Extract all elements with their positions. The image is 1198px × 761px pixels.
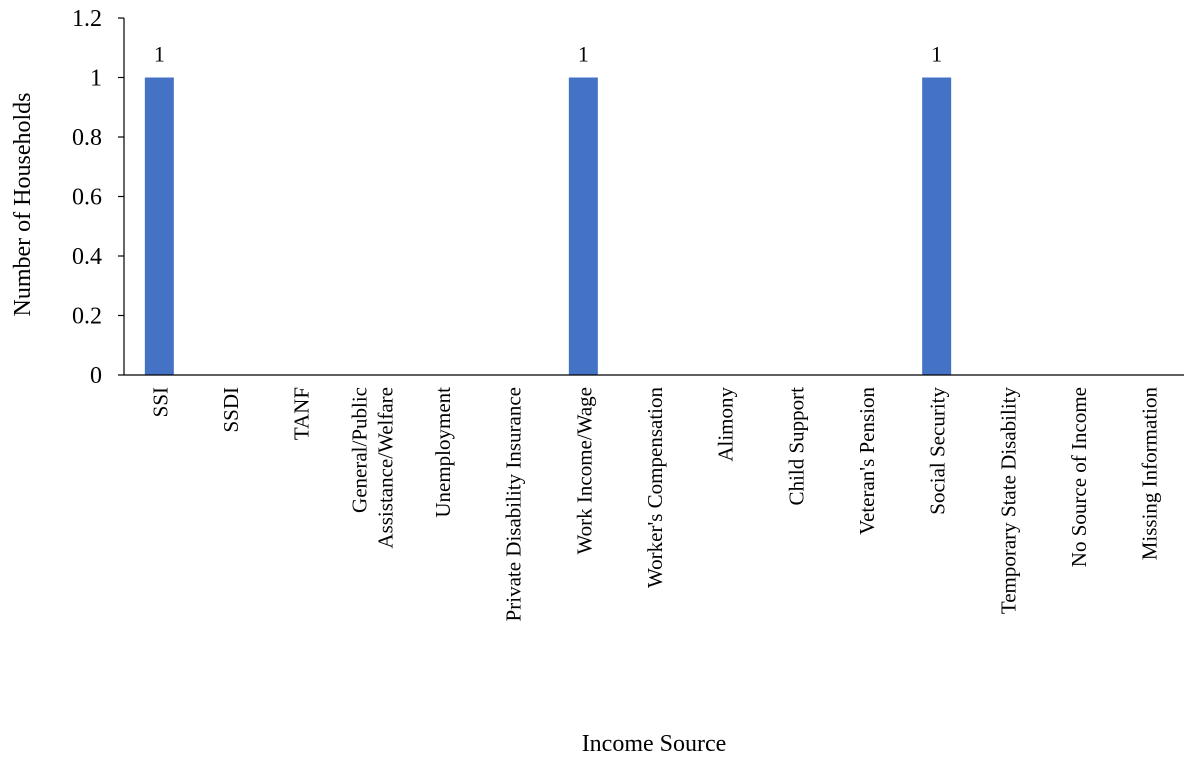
x-tick-label: Veteran's Pension	[855, 387, 879, 535]
x-axis-title: Income Source	[582, 731, 727, 757]
x-tick-label-line: Assistance/Welfare	[373, 387, 397, 549]
data-label: 1	[154, 42, 165, 67]
x-tick-label-line: Work Income/Wage	[572, 387, 596, 554]
x-tick-label-line: Missing Information	[1138, 387, 1162, 561]
x-tick-label-line: No Source of Income	[1067, 387, 1091, 567]
x-tick-label-line: TANF	[290, 387, 314, 440]
x-tick-label-line: Unemployment	[431, 387, 455, 518]
x-tick-label: TANF	[290, 387, 314, 440]
bar	[922, 77, 952, 375]
x-tick-label-line: Private Disability Insurance	[502, 387, 526, 621]
y-tick-label: 0.8	[72, 125, 102, 151]
x-tick-label: Unemployment	[431, 387, 455, 518]
x-tick-label: General/Public Assistance/Welfare	[347, 387, 397, 549]
bar-series	[144, 77, 952, 375]
bar	[144, 77, 174, 375]
x-tick-label-line: Child Support	[784, 387, 808, 506]
y-tick-label: 1	[90, 66, 102, 92]
x-tick-label: SSI	[148, 387, 172, 417]
x-tick-label: Work Income/Wage	[572, 387, 596, 554]
x-tick-label-line: SSDI	[219, 387, 243, 433]
x-tick-label: Temporary State Disability	[996, 387, 1020, 615]
x-tick-label: Private Disability Insurance	[502, 387, 526, 621]
data-label: 1	[931, 42, 942, 67]
x-tick-label: Worker's Compensation	[643, 387, 667, 588]
data-label: 1	[578, 42, 589, 67]
x-tick-label-line: Worker's Compensation	[643, 387, 667, 588]
x-tick-label: Missing Information	[1138, 387, 1162, 561]
x-tick-label-line: Temporary State Disability	[996, 387, 1020, 615]
x-tick-label: Social Security	[926, 387, 950, 515]
y-tick-label: 0.2	[72, 304, 102, 330]
y-tick-label: 0	[90, 363, 102, 389]
bar	[568, 77, 598, 375]
x-tick-label-line: SSI	[148, 387, 172, 417]
x-tick-label-line: Alimony	[714, 387, 738, 462]
x-tick-label: No Source of Income	[1067, 387, 1091, 567]
x-tick-label-line: General/Public	[347, 387, 371, 513]
y-axis-title: Number of Households	[10, 93, 36, 317]
x-tick-label-line: Veteran's Pension	[855, 387, 879, 535]
x-tick-label: Alimony	[714, 387, 738, 462]
x-tick-label: Child Support	[784, 387, 808, 506]
y-axis: 0 0.2 0.4 0.6 0.8 1 1.2	[72, 6, 125, 389]
x-tick-label-line: Social Security	[926, 387, 950, 515]
x-tick-label: SSDI	[219, 387, 243, 433]
data-labels: 1 1 1	[154, 42, 942, 67]
x-axis: SSI SSDI TANF General/Public Assistance/Welf…	[124, 374, 1184, 621]
y-tick-label: 1.2	[72, 6, 102, 32]
y-tick-label: 0.4	[72, 244, 102, 270]
y-tick-label: 0.6	[72, 185, 102, 211]
